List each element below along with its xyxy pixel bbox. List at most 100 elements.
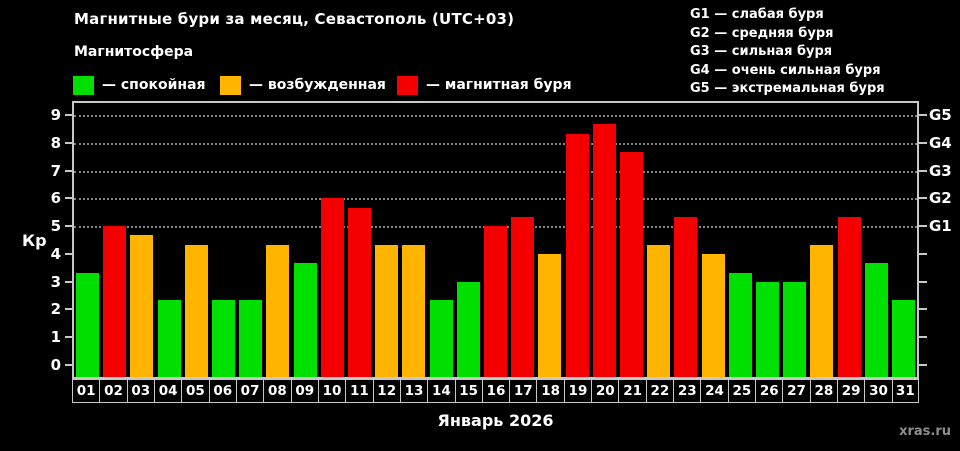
bar-day-12 [375,244,399,377]
y-axis-tick-left-7 [65,169,73,172]
plot-area [72,101,919,379]
legend-label-unsettled: — возбужденная [249,77,386,93]
gridline-kp7 [74,170,917,173]
legend-item-unsettled: — возбужденная [220,74,386,96]
day-cell-05: 05 [181,379,210,403]
bar-day-05 [184,244,208,377]
bar-day-22 [647,244,671,377]
day-cell-09: 09 [290,379,319,403]
g-axis-label-g2: G2 [929,189,952,208]
legend-item-storm: — магнитная буря [397,74,572,96]
day-cell-11: 11 [345,379,374,403]
day-cell-03: 03 [126,379,155,403]
bar-day-28 [810,244,834,377]
day-cell-29: 29 [837,379,866,403]
bar-day-24 [701,253,725,377]
bar-day-29 [837,216,861,377]
day-cell-19: 19 [563,379,593,403]
bar-day-10 [320,198,344,377]
y-axis-tick-right-0 [919,364,927,366]
day-cell-17: 17 [509,379,538,403]
day-cell-14: 14 [427,379,456,403]
gridline-kp9 [74,114,917,117]
day-cell-25: 25 [727,379,757,403]
day-cell-06: 06 [208,379,237,403]
x-axis-title: Январь 2026 [437,411,554,430]
bar-day-14 [429,300,453,377]
day-cell-22: 22 [645,379,675,403]
day-cell-27: 27 [782,379,811,403]
y-axis-tick-left-2 [65,308,73,311]
y-axis-tick-right-6 [919,197,927,200]
g-axis-label-g3: G3 [929,161,952,180]
x-axis-day-labels: 01 02 03 04 05 06 07 08 09 10 11 12 13 14 15 16 17 18 19 20… [72,379,919,403]
bar-day-26 [755,281,779,377]
legend-item-quiet: — спокойная [73,74,206,96]
day-cell-26: 26 [755,379,784,403]
g5-legend-line: G5 — экстремальная буря [690,81,885,97]
bar-day-11 [348,207,372,377]
bar-day-02 [103,226,127,377]
day-cell-18: 18 [536,379,565,403]
gridline-kp8 [74,142,917,145]
y-axis-tick-right-5 [919,225,927,228]
g3-legend-line: G3 — сильная буря [690,44,833,60]
bar-day-21 [619,151,643,377]
day-cell-01: 01 [72,379,101,403]
day-cell-24: 24 [700,379,729,403]
bar-day-06 [212,300,236,377]
day-cell-21: 21 [618,379,647,403]
y-tick-label-2: 2 [50,300,61,319]
y-axis-tick-left-9 [65,113,73,116]
day-cell-16: 16 [481,379,511,403]
bar-day-25 [728,272,752,377]
y-axis-tick-right-2 [919,308,927,311]
storm-color-swatch [397,75,418,95]
g-axis-label-g1: G1 [929,217,952,236]
y-axis-tick-right-4 [919,252,927,255]
bar-day-09 [293,263,317,377]
bar-day-17 [511,216,535,377]
day-cell-28: 28 [809,379,839,403]
y-tick-label-6: 6 [50,189,61,208]
bar-day-23 [674,216,698,377]
bar-day-27 [783,281,807,377]
day-cell-13: 13 [399,379,429,403]
y-axis-tick-left-8 [65,141,73,144]
g1-legend-line: G1 — слабая буря [690,7,824,22]
y-axis-tick-right-3 [919,280,927,283]
quiet-color-swatch [73,75,94,95]
day-cell-12: 12 [372,379,401,403]
y-axis-tick-left-5 [65,225,73,228]
bar-day-04 [157,300,181,377]
legend-label-quiet: — спокойная [102,77,206,93]
y-tick-label-8: 8 [50,133,61,152]
chart-subtitle: Магнитосфера [74,44,194,60]
g-scale-legend: G1 — слабая буря G2 — средняя буря G3 — … [690,6,885,99]
legend-label-storm: — магнитная буря [426,77,572,93]
day-cell-07: 07 [235,379,265,403]
y-tick-label-7: 7 [50,161,61,180]
day-cell-20: 20 [591,379,620,403]
g-axis-label-g5: G5 [929,105,952,124]
bar-day-18 [538,253,562,377]
bar-day-31 [891,300,915,377]
bar-day-13 [402,244,426,377]
unsettled-color-swatch [220,75,241,95]
day-cell-31: 31 [891,379,919,403]
y-axis-tick-right-7 [919,169,927,172]
y-tick-label-9: 9 [50,105,61,124]
y-tick-label-3: 3 [50,272,61,291]
y-axis-tick-right-1 [919,336,927,339]
y-axis-tick-left-4 [65,252,73,255]
y-axis-tick-right-8 [919,141,927,144]
bar-day-19 [565,133,589,377]
day-cell-02: 02 [99,379,128,403]
y-tick-label-4: 4 [50,244,61,263]
bar-day-15 [456,281,480,377]
chart-title: Магнитные бури за месяц, Севастополь (UT… [74,10,515,28]
day-cell-10: 10 [317,379,347,403]
y-tick-label-1: 1 [50,328,61,347]
y-axis-tick-left-3 [65,280,73,283]
